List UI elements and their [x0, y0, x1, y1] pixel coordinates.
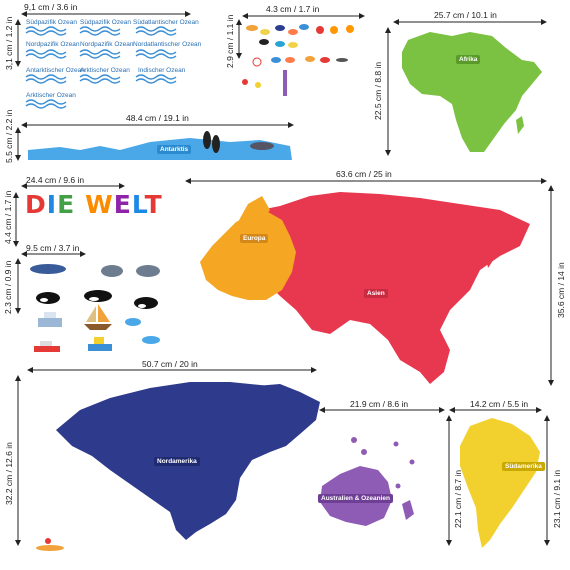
madagascar-map — [516, 116, 524, 134]
title-letter: L — [131, 190, 145, 219]
ship-icon — [38, 312, 62, 327]
sailboat-icon — [84, 304, 112, 330]
dimension-label: 14.2 cm / 5.5 in — [470, 399, 529, 409]
dolphin-icon — [142, 336, 160, 344]
ocean-label: Antarktischer Ozean — [26, 67, 85, 74]
orca-icon — [84, 290, 112, 302]
sea-creature-stickers — [242, 24, 354, 96]
title-letter: I — [46, 190, 58, 219]
south-america-map — [460, 418, 540, 548]
penguin-stickers — [203, 131, 274, 153]
dimension-label: 4.3 cm / 1.7 in — [266, 4, 320, 14]
tugboat-icon — [88, 337, 112, 351]
whale-icon — [136, 265, 160, 277]
orca-icon — [134, 297, 158, 309]
dimension-label: 63.6 cm / 25 in — [336, 169, 392, 179]
title-letter: E — [57, 190, 76, 219]
dimension-label: 24.4 cm / 9.6 in — [26, 175, 85, 185]
ocean-label: Arktischer Ozean — [26, 92, 76, 99]
ocean-label: Südatlantischer Ozean — [133, 19, 199, 26]
title-letter: W — [85, 190, 114, 219]
europe-label: Europa — [240, 234, 269, 243]
page-title: DIE WELT — [25, 190, 163, 219]
ocean-label: Nordpazifik Ozean — [80, 41, 134, 48]
greenland-map — [256, 384, 304, 428]
dimension-label: 9,1 cm / 3.6 in — [24, 2, 78, 12]
dolphin-icon — [125, 318, 141, 326]
europe-map — [200, 212, 296, 300]
dimension-label: 25.7 cm / 10.1 in — [434, 10, 497, 20]
ocean-label: Nordpazifik Ozean — [26, 41, 80, 48]
ocean-label: Südpazifik Ozean — [80, 19, 131, 26]
whale-icon — [101, 265, 123, 277]
orca-icon — [36, 292, 60, 304]
whale-icon — [30, 264, 66, 274]
north-america-label: Nordamerika — [154, 457, 200, 466]
ocean-label: Südpazifik Ozean — [26, 19, 77, 26]
ocean-label: Arktischer Ozean — [80, 67, 130, 74]
south-america-label: Südamerika — [502, 462, 545, 471]
boat-icon — [34, 341, 60, 352]
title-letter: T — [144, 190, 163, 219]
japan-map — [484, 240, 496, 268]
scandinavia-map — [238, 196, 270, 222]
title-letter: D — [25, 190, 47, 219]
dimension-label: 48.4 cm / 19.1 in — [126, 113, 189, 123]
eurasia-map — [226, 192, 530, 384]
title-letter: E — [113, 190, 132, 219]
asia-label: Asien — [364, 289, 388, 298]
africa-label: Afrika — [456, 55, 481, 64]
dimension-label: 21.9 cm / 8.6 in — [350, 399, 409, 409]
antarctica-label: Antarktis — [157, 145, 192, 154]
australia-label: Australien & Ozeanien — [318, 494, 393, 503]
ocean-label: Indischer Ozean — [138, 67, 186, 74]
dimension-label: 50.7 cm / 20 in — [142, 359, 198, 369]
oceania-islands — [351, 437, 415, 520]
dimension-label: 9.5 cm / 3.7 in — [26, 243, 80, 253]
kayak-sticker — [36, 538, 64, 551]
ocean-label: Nordatlantischer Ozean — [133, 41, 202, 48]
africa-map — [402, 32, 542, 152]
